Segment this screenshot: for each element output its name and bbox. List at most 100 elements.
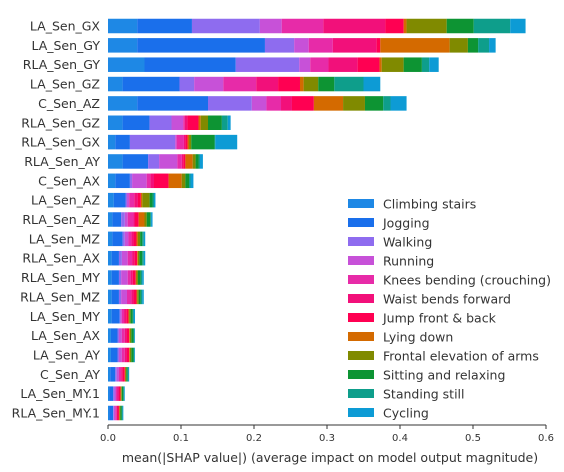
bar-c-sen-ax-standing-still [189, 173, 191, 189]
bar-rla-sen-my-1-cycling [122, 405, 124, 421]
bar-la-sen-ay-climbing-stairs [108, 347, 111, 363]
bar-rla-sen-gy-standing-still [421, 57, 430, 72]
bar-la-sen-gx-climbing-stairs [108, 18, 138, 34]
bar-rla-sen-my-waist-bends-forward [130, 270, 133, 285]
bar-rla-sen-az-climbing-stairs [108, 212, 113, 227]
y-tick-label: RLA_Sen_AZ [22, 212, 100, 227]
bar-rla-sen-ay-knees-bending-crouching [177, 154, 182, 169]
bar-rla-sen-az-knees-bending-crouching [127, 212, 134, 227]
bar-rla-sen-gx-walking [129, 134, 176, 150]
bar-rla-sen-my-1-climbing-stairs [108, 405, 110, 421]
bar-rla-sen-gz-jump-front-back [187, 115, 199, 130]
bar-la-sen-az-jogging [113, 192, 126, 208]
bar-rla-sen-ay-waist-bends-forward [181, 154, 184, 169]
bar-la-sen-ay-running [118, 347, 122, 363]
legend-label: Frontal elevation of arms [383, 349, 539, 364]
y-tick-label: RLA_Sen_MY [21, 270, 100, 285]
x-axis-label: mean(|SHAP value|) (average impact on mo… [122, 450, 538, 465]
legend-label: Jump front & back [382, 311, 497, 326]
bar-la-sen-ax-walking [117, 328, 119, 343]
bar-rla-sen-az-sitting-and-relaxing [146, 212, 151, 227]
bar-rla-sen-mz-jogging [111, 289, 119, 305]
bar-rla-sen-my-1-waist-bends-forward [116, 405, 118, 421]
bar-la-sen-gy-cycling [489, 38, 496, 53]
bar-rla-sen-gx-lying-down [187, 134, 190, 150]
bar-la-sen-my-1-cycling [124, 386, 125, 401]
bar-la-sen-az-lying-down [140, 192, 143, 208]
bar-rla-sen-az-running [124, 212, 128, 227]
bar-c-sen-ay-walking [115, 367, 117, 382]
bar-rla-sen-my-1-knees-bending-crouching [115, 405, 117, 421]
bar-la-sen-ay-cycling [134, 347, 136, 363]
x-tick-label: 0.2 [246, 433, 262, 444]
y-tick-label: C_Sen_AX [38, 173, 100, 188]
bar-rla-sen-ax-jump-front-back [134, 250, 138, 266]
legend-label: Knees bending (crouching) [383, 273, 551, 288]
bar-la-sen-my-climbing-stairs [108, 309, 112, 324]
y-tick-label: RLA_Sen_GY [23, 57, 101, 72]
bar-c-sen-az-jogging [137, 96, 209, 111]
bar-la-sen-ay-jump-front-back [126, 347, 130, 363]
bar-la-sen-gz-standing-still [334, 76, 364, 92]
x-tick-label: 0.6 [538, 433, 554, 444]
bar-la-sen-my-1-walking [113, 386, 115, 401]
bar-la-sen-my-cycling [133, 309, 136, 324]
bar-c-sen-az-climbing-stairs [108, 96, 138, 111]
bar-la-sen-my-1-lying-down [120, 386, 122, 401]
bar-c-sen-ax-sitting-and-relaxing [185, 173, 190, 189]
bar-la-sen-ay-knees-bending-crouching [121, 347, 125, 363]
bar-la-sen-az-climbing-stairs [108, 192, 114, 208]
y-tick-label: C_Sen_AY [40, 367, 100, 382]
bar-c-sen-ax-waist-bends-forward [150, 173, 154, 189]
bar-c-sen-ax-knees-bending-crouching [146, 173, 151, 189]
y-tick-label: RLA_Sen_MY.1 [12, 406, 100, 421]
bar-rla-sen-gy-knees-bending-crouching [310, 57, 329, 72]
bar-rla-sen-gx-jogging [115, 134, 130, 150]
bar-c-sen-az-jump-front-back [291, 96, 314, 111]
legend-swatch-frontal-elevation-of-arms [348, 351, 374, 360]
bar-rla-sen-gx-jump-front-back [185, 134, 188, 150]
bar-rla-sen-mz-frontal-elevation-of-arms [137, 289, 139, 305]
bar-rla-sen-my-1-frontal-elevation-of-arms [119, 405, 121, 421]
y-tick-label: LA_Sen_GX [30, 19, 101, 34]
bar-rla-sen-my-walking [118, 270, 122, 285]
bar-la-sen-mz-jogging [112, 231, 123, 247]
bar-c-sen-az-waist-bends-forward [281, 96, 292, 111]
x-tick-label: 0.4 [392, 433, 408, 444]
bar-la-sen-ay-sitting-and-relaxing [131, 347, 134, 363]
bar-c-sen-ay-running [116, 367, 119, 382]
legend-swatch-walking [348, 237, 374, 246]
y-tick-label: LA_Sen_MZ [29, 231, 100, 246]
bar-rla-sen-gz-walking [149, 115, 172, 130]
bar-la-sen-az-walking [125, 192, 127, 208]
bar-la-sen-gy-climbing-stairs [108, 38, 138, 53]
bar-rla-sen-ay-running [159, 154, 178, 169]
bar-la-sen-gy-waist-bends-forward [332, 38, 377, 53]
bar-la-sen-mz-lying-down [136, 231, 138, 247]
x-tick-label: 0.5 [465, 433, 481, 444]
bar-la-sen-gz-knees-bending-crouching [223, 76, 257, 92]
bar-la-sen-mz-waist-bends-forward [131, 231, 134, 247]
bar-rla-sen-my-1-sitting-and-relaxing [120, 405, 122, 421]
bar-la-sen-ax-knees-bending-crouching [121, 328, 125, 343]
bar-la-sen-ay-walking [117, 347, 119, 363]
bar-rla-sen-gx-running [175, 134, 177, 150]
bar-rla-sen-az-frontal-elevation-of-arms [144, 212, 147, 227]
x-tick-label: 0.0 [100, 433, 116, 444]
bar-la-sen-gx-waist-bends-forward [323, 18, 386, 34]
bar-rla-sen-ax-lying-down [137, 250, 138, 266]
x-tick-label: 0.3 [319, 433, 335, 444]
bar-c-sen-az-running [251, 96, 267, 111]
bar-rla-sen-ay-jogging [122, 154, 149, 169]
bar-la-sen-mz-knees-bending-crouching [128, 231, 132, 247]
bar-rla-sen-mz-knees-bending-crouching [126, 289, 132, 305]
legend-label: Standing still [383, 387, 465, 402]
bar-rla-sen-gy-jump-front-back [357, 57, 380, 72]
bar-rla-sen-ay-lying-down [185, 154, 193, 169]
bar-c-sen-ay-knees-bending-crouching [118, 367, 122, 382]
bar-la-sen-gx-running [259, 18, 282, 34]
bar-rla-sen-ax-sitting-and-relaxing [139, 250, 143, 266]
bar-la-sen-ax-sitting-and-relaxing [131, 328, 134, 343]
bar-c-sen-ax-walking [129, 173, 133, 189]
bar-c-sen-az-frontal-elevation-of-arms [343, 96, 365, 111]
